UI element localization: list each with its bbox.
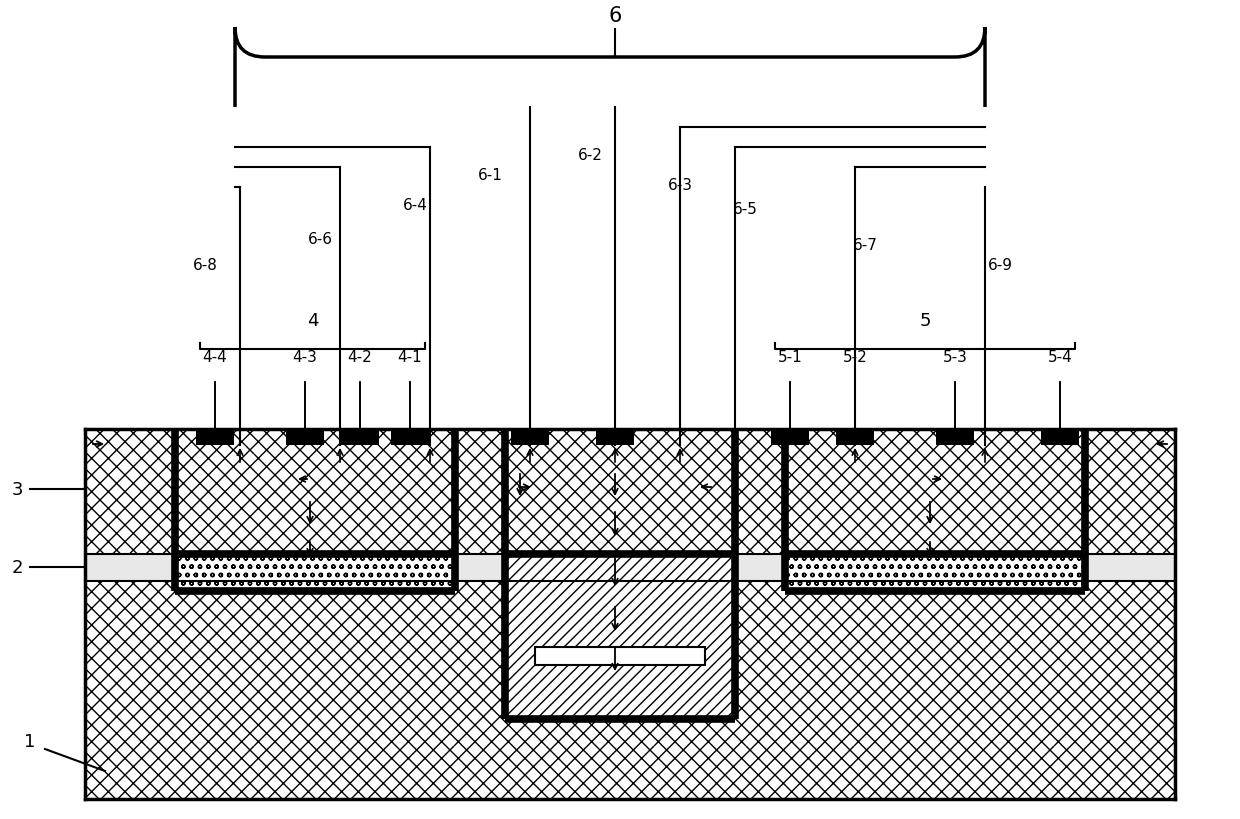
Text: 6-6: 6-6 <box>308 233 332 247</box>
Bar <box>86 429 1176 799</box>
Text: 4-1: 4-1 <box>398 350 423 364</box>
Text: 5-3: 5-3 <box>942 350 967 364</box>
Bar <box>196 429 234 446</box>
Text: 6-2: 6-2 <box>578 147 603 162</box>
Bar <box>177 554 453 591</box>
Bar <box>836 429 874 446</box>
Text: 6-9: 6-9 <box>987 257 1013 272</box>
Bar <box>511 429 549 446</box>
Bar <box>787 554 1083 591</box>
Text: 5-2: 5-2 <box>843 350 867 364</box>
Bar <box>86 429 1176 554</box>
Bar <box>596 429 634 446</box>
Text: 4-4: 4-4 <box>202 350 227 364</box>
Text: 4: 4 <box>306 311 319 329</box>
Text: 6-4: 6-4 <box>403 197 428 212</box>
Bar <box>787 429 1083 554</box>
Text: 4-3: 4-3 <box>293 350 317 364</box>
Bar <box>507 429 733 554</box>
Bar <box>936 429 973 446</box>
Bar <box>507 554 733 719</box>
Bar <box>534 647 706 665</box>
Text: 6-7: 6-7 <box>853 238 878 252</box>
Text: 2: 2 <box>11 559 22 577</box>
Bar <box>341 429 379 446</box>
Text: 6-1: 6-1 <box>477 167 502 183</box>
Bar <box>391 429 429 446</box>
Bar <box>507 429 733 554</box>
Bar <box>86 429 1176 554</box>
Text: 1: 1 <box>25 732 36 750</box>
Text: 6-8: 6-8 <box>192 257 217 272</box>
Bar <box>787 429 1083 554</box>
Text: 5: 5 <box>919 311 931 329</box>
Text: 6: 6 <box>609 6 621 26</box>
Text: 5-1: 5-1 <box>777 350 802 364</box>
Bar <box>86 554 1176 581</box>
Text: 3: 3 <box>11 481 22 499</box>
Bar <box>1042 429 1079 446</box>
Bar <box>177 554 453 591</box>
Bar <box>286 429 324 446</box>
Bar <box>787 554 1083 591</box>
Bar <box>177 429 453 554</box>
Bar <box>507 554 733 719</box>
Text: 6-3: 6-3 <box>667 177 692 192</box>
Bar <box>177 429 453 554</box>
Text: 5-4: 5-4 <box>1048 350 1073 364</box>
Text: 4-2: 4-2 <box>347 350 372 364</box>
Text: 6-5: 6-5 <box>733 202 758 217</box>
Bar <box>771 429 808 446</box>
Bar <box>86 429 1176 799</box>
